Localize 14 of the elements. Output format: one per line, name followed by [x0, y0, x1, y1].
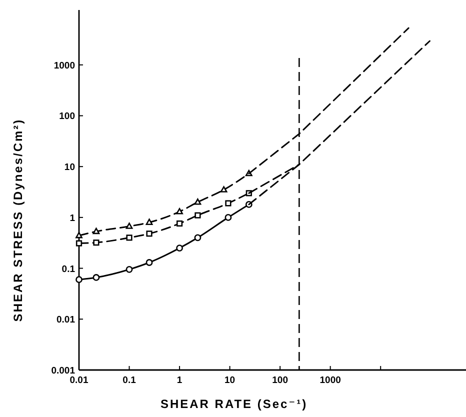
y-tick-label: 1	[70, 212, 76, 224]
x-axis-title: SHEAR RATE (Sec⁻¹)	[160, 397, 308, 411]
y-tick-label: 1000	[54, 60, 75, 72]
x-tick-label: 10	[224, 375, 236, 386]
y-tick-label: 0.01	[56, 314, 76, 326]
y-tick-label: 0.001	[51, 366, 76, 376]
x-tick-label: 1	[176, 375, 183, 386]
x-tick-label: 100	[272, 375, 288, 386]
y-tick-label: 100	[59, 111, 75, 122]
y-axis-title: SHEAR STRESS (Dynes/Cm²)	[11, 118, 25, 322]
y-tick-label: 0.1	[62, 264, 76, 275]
y-tick-label: 10	[64, 162, 75, 174]
x-tick-label: 0.1	[122, 375, 137, 386]
x-tick-label: 1000	[320, 375, 341, 386]
